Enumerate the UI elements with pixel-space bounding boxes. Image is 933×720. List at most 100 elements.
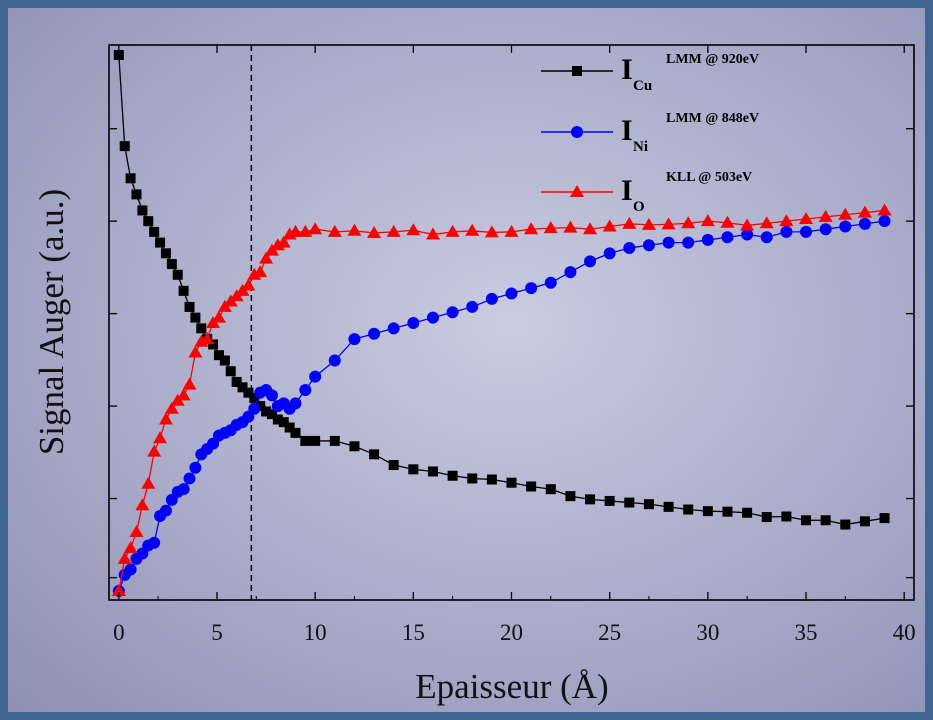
data-point-cu (213, 350, 224, 361)
data-point-o (641, 217, 656, 230)
data-point-o (259, 251, 274, 264)
data-point-o (602, 219, 617, 232)
data-point-cu (859, 516, 870, 527)
data-point-cu (143, 216, 154, 227)
legend-marker-o (570, 185, 584, 197)
x-tick-label: 5 (211, 620, 223, 645)
data-point-o (200, 332, 215, 345)
data-point-o (524, 222, 539, 235)
data-point-cu (190, 312, 201, 323)
data-point-cu (113, 50, 124, 60)
data-point-o (276, 235, 291, 248)
legend-ni-sub: Ni (633, 139, 648, 155)
y-axis-title: Signal Auger (a.u.) (32, 189, 71, 455)
data-point-cu (369, 449, 380, 460)
data-point-o (425, 227, 440, 240)
data-point-cu (166, 259, 177, 270)
data-point-o (583, 222, 598, 235)
legend-entry-cu: I Cu LMM @ 920eV (541, 52, 759, 94)
series-line-cu (118, 54, 885, 526)
data-point-ni (328, 354, 341, 367)
data-point-o (681, 216, 696, 229)
auger-signal-chart: 0 5 10 15 20 25 30 35 40 Epaisseur (Å) Signal Au… (32, 44, 916, 706)
x-tick-label: 0 (113, 620, 125, 645)
data-point-o (838, 207, 853, 220)
data-point-ni (642, 239, 655, 252)
data-point-ni (800, 225, 813, 238)
data-point-ni (780, 225, 793, 238)
data-point-o (164, 401, 179, 414)
data-point-ni (148, 536, 161, 549)
data-point-ni (289, 397, 302, 410)
data-point-o (147, 444, 162, 457)
data-point-cu (284, 422, 295, 433)
data-point-cu (137, 205, 148, 216)
data-point-o (135, 498, 150, 511)
series-ni (112, 215, 891, 597)
legend-ni-sup: LMM @ 848eV (666, 111, 759, 126)
legend-cu-main: I (621, 53, 633, 86)
data-point-ni (446, 306, 459, 319)
data-point-ni (564, 266, 577, 279)
data-point-ni (741, 228, 754, 241)
legend-o-sup: KLL @ 503eV (666, 170, 752, 185)
x-tick-label: 40 (893, 620, 916, 645)
x-tick-label: 15 (402, 620, 425, 645)
data-point-cu (255, 401, 266, 412)
data-point-ni (348, 333, 361, 346)
data-point-ni (525, 282, 538, 295)
data-point-ni (682, 236, 695, 249)
data-point-o (759, 216, 774, 229)
data-point-ni (584, 255, 597, 268)
data-point-o (153, 431, 168, 444)
data-point-cu (585, 494, 596, 505)
data-point-cu (310, 435, 321, 446)
data-point-o (123, 541, 138, 554)
data-point-cu (290, 427, 301, 438)
data-point-cu (408, 464, 419, 475)
data-point-o (347, 223, 362, 236)
series-o (111, 203, 892, 596)
data-point-cu (624, 497, 635, 508)
data-point-cu (427, 466, 438, 477)
data-point-ni (701, 233, 714, 246)
data-point-cu (155, 237, 166, 248)
data-point-o (445, 224, 460, 237)
data-point-o (857, 205, 872, 218)
data-point-ni (662, 236, 675, 249)
data-point-cu (486, 474, 497, 485)
data-point-ni (466, 300, 479, 313)
data-point-o (484, 225, 499, 238)
data-point-o (158, 412, 173, 425)
data-point-cu (506, 477, 517, 488)
data-point-o (308, 222, 323, 235)
data-point-o (253, 265, 268, 278)
data-point-ni (189, 461, 202, 474)
data-point-ni (265, 389, 278, 402)
data-point-ni (878, 215, 891, 228)
data-point-cu (761, 512, 772, 523)
data-point-ni (309, 370, 322, 383)
data-point-o (129, 525, 144, 538)
data-point-ni (623, 241, 636, 254)
data-point-ni (819, 223, 832, 236)
data-point-cu (278, 417, 289, 428)
data-point-o (465, 223, 480, 236)
legend-o-main: I (621, 174, 633, 207)
data-point-cu (125, 173, 136, 184)
data-point-ni (505, 287, 518, 300)
data-point-cu (231, 376, 242, 387)
data-point-cu (722, 506, 733, 517)
data-point-cu (249, 393, 260, 404)
data-point-o (818, 209, 833, 222)
x-tick-label: 35 (795, 620, 818, 645)
plot-area-border (108, 44, 915, 601)
data-point-cu (178, 285, 189, 296)
data-point-cu (781, 511, 792, 522)
data-point-o (182, 377, 197, 390)
series-line-ni (118, 220, 885, 592)
data-point-ni (839, 220, 852, 233)
data-point-o (563, 220, 578, 233)
data-point-cu (702, 506, 713, 517)
data-point-o (543, 221, 558, 234)
